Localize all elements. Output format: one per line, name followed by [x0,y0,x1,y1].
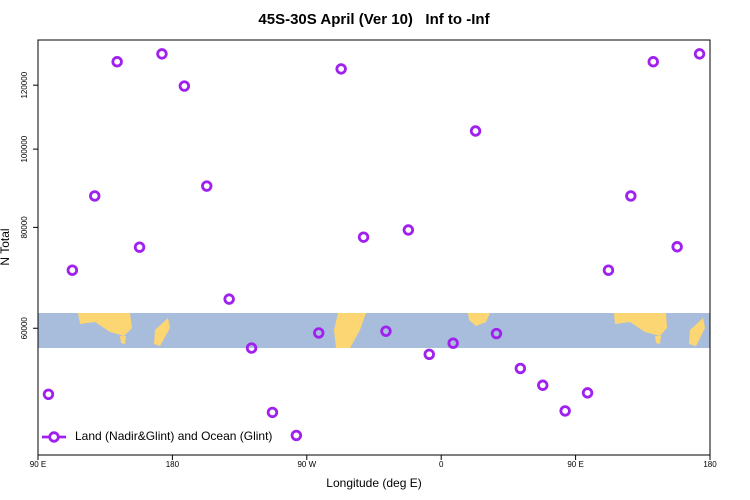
point [671,241,683,253]
point [581,387,594,399]
x-axis-label: Longitude (deg E) [326,476,421,490]
point [693,48,706,60]
point [402,224,415,236]
point [223,293,235,305]
point [380,325,392,337]
point [313,327,325,339]
point [290,429,303,442]
plot-frame [37,39,711,456]
point [357,231,370,243]
point [66,264,79,276]
point [559,405,571,417]
point [156,48,168,60]
x-tick-label: 180 [703,460,717,469]
point [42,388,55,400]
point [423,348,435,361]
point [447,337,459,349]
x-tick-label: 90 E [567,460,583,469]
point [266,406,279,419]
x-tick-label: 90 W [297,460,316,469]
y-tick-label: 60000 [20,317,29,340]
point [647,56,659,68]
y-tick-label: 80000 [20,216,29,239]
point [625,190,637,202]
point [537,379,549,391]
y-tick-label: 120000 [20,71,29,98]
point [201,180,213,192]
point [89,190,101,202]
x-tick-label: 180 [166,460,180,469]
point [335,63,347,75]
x-tick-label: 90 E [30,460,46,469]
chart-title: 45S-30S April (Ver 10) Inf to -Inf [258,11,490,28]
y-tick-label: 100000 [20,135,29,162]
point [111,56,123,68]
point [514,362,527,375]
point [245,342,258,354]
point [602,264,615,276]
map-strip [38,313,710,348]
point [469,125,482,137]
x-tick-label: 0 [439,460,444,469]
point [133,241,146,253]
point [490,327,503,340]
legend-marker [48,431,60,443]
legend-label: Land (Nadir&Glint) and Ocean (Glint) [75,429,272,443]
point [178,80,191,92]
y-axis-label: N Total [0,228,12,265]
